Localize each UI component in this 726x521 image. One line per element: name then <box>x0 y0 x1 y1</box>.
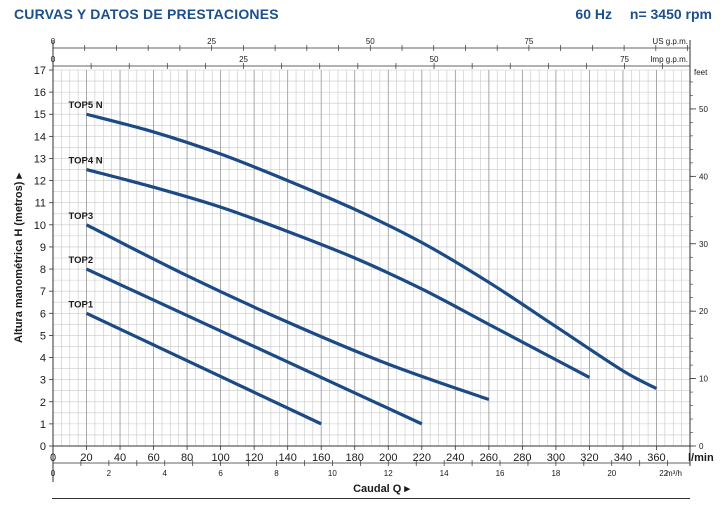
m3h-tick-label: 14 <box>440 469 449 478</box>
y-tick-label: 4 <box>40 353 46 365</box>
us-gpm-tick-label: 75 <box>524 37 533 46</box>
curve-top5-n <box>86 112 658 390</box>
x-tick-label: 340 <box>614 452 632 464</box>
y-tick-label: 2 <box>40 397 46 409</box>
speed-label: n= 3450 rpm <box>629 6 712 22</box>
y-tick-label: 5 <box>40 330 46 342</box>
curve-label-top1: TOP1 <box>69 299 94 310</box>
bottom-divider <box>52 498 690 499</box>
m3h-unit-label: m³/h <box>666 469 682 478</box>
x-tick-label: 200 <box>379 452 397 464</box>
page-title: CURVAS Y DATOS DE PRESTACIONES <box>14 6 279 22</box>
y-tick-label: 0 <box>40 441 46 453</box>
imp-gpm-tick-label: 75 <box>620 55 629 64</box>
y-tick-label: 14 <box>34 131 46 143</box>
feet-tick-label: 30 <box>699 240 708 249</box>
m3h-tick-label: 8 <box>274 469 279 478</box>
us-gpm-tick-label: 25 <box>207 37 216 46</box>
y-tick-label: 3 <box>40 375 46 387</box>
y-tick-label: 7 <box>40 286 46 298</box>
x-tick-label: 40 <box>114 452 126 464</box>
x-tick-label: 160 <box>312 452 330 464</box>
feet-tick-label: 50 <box>699 105 708 114</box>
y-tick-label: 10 <box>34 220 46 232</box>
m3h-tick-label: 10 <box>328 469 337 478</box>
m3h-tick-label: 0 <box>51 469 56 478</box>
curve-top1 <box>85 311 322 426</box>
feet-tick-label: 40 <box>699 172 708 181</box>
y-tick-label: 17 <box>34 65 46 77</box>
y-tick-label: 12 <box>34 176 46 188</box>
x-tick-label: 240 <box>446 452 464 464</box>
curve-label-top4-n: TOP4 N <box>69 156 103 167</box>
x-tick-label: 300 <box>547 452 565 464</box>
curve-top2 <box>85 267 423 426</box>
feet-tick-label: 20 <box>699 307 708 316</box>
y-tick-label: 15 <box>34 109 46 121</box>
curve-label-top2: TOP2 <box>69 255 94 266</box>
us-gpm-unit-label: US g.p.m. <box>652 37 688 46</box>
feet-tick-label: 0 <box>699 442 704 451</box>
imp-gpm-tick-label: 50 <box>430 55 439 64</box>
m3h-tick-label: 22 <box>659 469 668 478</box>
m3h-tick-label: 2 <box>107 469 112 478</box>
y-tick-label: 13 <box>34 153 46 165</box>
y-tick-label: 11 <box>35 198 46 210</box>
us-gpm-tick-label: 0 <box>51 37 56 46</box>
x-tick-label: 260 <box>480 452 498 464</box>
x-tick-label: 80 <box>181 452 193 464</box>
y-tick-label: 9 <box>40 242 46 254</box>
x-tick-label: 180 <box>346 452 364 464</box>
curve-label-top3: TOP3 <box>69 211 94 222</box>
x-tick-label: 20 <box>80 452 92 464</box>
x-tick-label: 220 <box>413 452 431 464</box>
x-tick-label: 320 <box>580 452 598 464</box>
x-tick-label: 280 <box>513 452 531 464</box>
m3h-tick-label: 18 <box>551 469 560 478</box>
header-specs: 60 Hz n= 3450 rpm <box>575 6 712 22</box>
x-tick-label: 100 <box>211 452 229 464</box>
y-tick-label: 8 <box>40 264 46 276</box>
x-tick-label: 360 <box>647 452 665 464</box>
frequency-label: 60 Hz <box>575 6 612 22</box>
y-tick-label: 1 <box>40 419 46 431</box>
x-tick-label: 140 <box>279 452 297 464</box>
y-tick-label: 16 <box>34 87 46 99</box>
m3h-tick-label: 16 <box>496 469 505 478</box>
x-tick-label: 120 <box>245 452 263 464</box>
m3h-tick-label: 12 <box>384 469 393 478</box>
x-axis-title: Caudal Q ▸ <box>353 483 410 495</box>
imp-gpm-tick-label: 25 <box>239 55 248 64</box>
us-gpm-tick-label: 50 <box>366 37 375 46</box>
curve-top4-n <box>86 167 591 379</box>
feet-unit-label: feet <box>694 68 708 77</box>
y-tick-label: 6 <box>40 308 46 320</box>
m3h-tick-label: 20 <box>607 469 616 478</box>
imp-gpm-unit-label: Imp g.p.m. <box>650 55 688 64</box>
feet-tick-label: 10 <box>699 375 708 384</box>
curve-label-top5-n: TOP5 N <box>69 100 103 111</box>
curve-top3 <box>85 223 490 402</box>
m3h-tick-label: 6 <box>218 469 223 478</box>
x-unit-label: l/min <box>688 452 714 464</box>
x-tick-label: 60 <box>147 452 159 464</box>
y-axis-title: Altura manométrica H (metros) ▸ <box>13 173 25 343</box>
x-tick-label: 0 <box>50 452 56 464</box>
imp-gpm-tick-label: 0 <box>51 55 56 64</box>
m3h-tick-label: 4 <box>163 469 168 478</box>
